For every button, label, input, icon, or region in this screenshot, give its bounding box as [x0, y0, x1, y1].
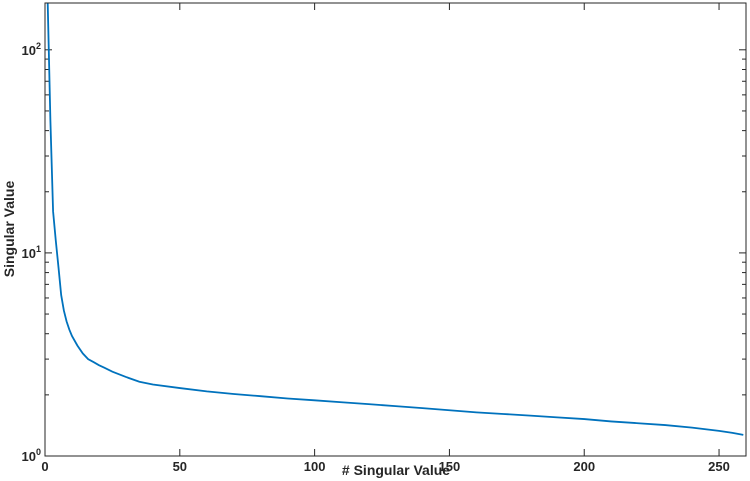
y-axis-title: Singular Value: [1, 181, 17, 278]
x-tick-label: 0: [41, 459, 48, 474]
x-tick-labels: 0 50 100 150 200 250: [41, 459, 730, 474]
x-tick-label: 200: [573, 459, 595, 474]
x-tick-label: 100: [304, 459, 326, 474]
y-tick-labels: 100 101 102: [22, 41, 41, 464]
plot-frame: [44, 2, 747, 457]
x-axis-title: # Singular Value: [342, 462, 450, 478]
y-tick-label: 101: [22, 244, 41, 261]
plot-area: [45, 3, 746, 456]
x-tick-label: 50: [173, 459, 187, 474]
series-line: [46, 2, 744, 436]
x-tick-label: 150: [439, 459, 461, 474]
y-tick-label: 102: [22, 41, 41, 58]
y-tick-label: 100: [22, 447, 41, 464]
x-tick-label: 250: [708, 459, 730, 474]
